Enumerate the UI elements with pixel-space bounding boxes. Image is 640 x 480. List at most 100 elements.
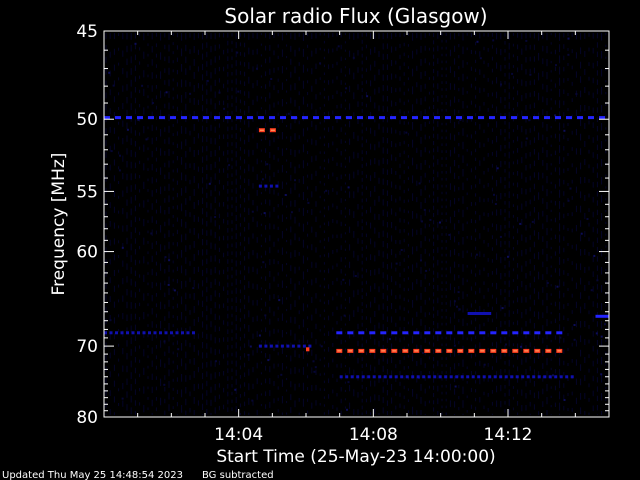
emission-segment [537, 375, 541, 379]
emission-segment [556, 331, 563, 335]
emission-band [104, 116, 605, 120]
emission-band [104, 331, 195, 335]
emission-segment [192, 331, 195, 335]
noise-speck [519, 222, 522, 225]
emission-segment [466, 375, 470, 379]
emission-segment [467, 116, 473, 120]
emission-segment [390, 116, 396, 120]
emission-band [258, 128, 276, 133]
noise-speck [325, 189, 328, 192]
noise-speck [112, 84, 115, 87]
emission-segment [170, 331, 173, 335]
emission-segment [336, 331, 343, 335]
noise-speck [448, 233, 451, 236]
noise-speck [314, 366, 317, 369]
emission-segment [433, 375, 437, 379]
noise-speck [567, 53, 570, 56]
emission-segment [357, 116, 363, 120]
noise-speck [420, 259, 422, 262]
noise-speck [236, 51, 239, 54]
emission-core [480, 350, 485, 352]
emission-segment [291, 116, 297, 120]
emission-segment [570, 375, 574, 379]
emission-segment [526, 375, 530, 379]
noise-speck [150, 232, 153, 235]
emission-segment [512, 331, 519, 335]
emission-segment [291, 344, 295, 348]
noise-speck [366, 95, 369, 98]
emission-segment [544, 116, 550, 120]
emission-segment [286, 344, 290, 348]
emission-segment [534, 331, 541, 335]
emission-segment [159, 331, 162, 335]
noise-speck [312, 360, 315, 363]
emission-segment [413, 331, 420, 335]
noise-speck [493, 193, 495, 196]
noise-speck [320, 345, 323, 348]
y-tick-label: 80 [76, 408, 98, 428]
emission-segment [131, 331, 135, 335]
noise-speck [453, 344, 456, 347]
emission-segment [389, 375, 393, 379]
emission-segment [523, 331, 530, 335]
emission-segment [543, 375, 547, 379]
emission-core [535, 350, 540, 352]
emission-segment [545, 331, 552, 335]
noise-speck [163, 383, 166, 386]
updated-timestamp: Updated Thu May 25 14:48:54 2023 [2, 470, 183, 480]
noise-speck [264, 314, 267, 317]
noise-speck [223, 107, 226, 110]
noise-speck [256, 67, 258, 70]
plot-frame [103, 30, 610, 418]
emission-segment [236, 116, 242, 120]
emission-segment [258, 184, 262, 188]
noise-speck [525, 39, 528, 42]
noise-speck [429, 218, 432, 221]
emission-band [339, 375, 574, 379]
emission-core [425, 350, 430, 352]
y-axis: 45 50 55 60 70 80 [76, 22, 609, 428]
noise-speck [192, 287, 195, 290]
emission-segment [422, 375, 426, 379]
noise-speck [337, 45, 340, 48]
emission-segment [356, 375, 360, 379]
emission-segment [511, 116, 517, 120]
noise-speck [218, 91, 221, 94]
noise-speck [177, 348, 180, 351]
emission-segment [350, 375, 354, 379]
emission-core [403, 350, 408, 352]
noise-speck [270, 78, 273, 80]
noise-speck [347, 381, 350, 384]
emission-segment [367, 375, 371, 379]
emission-segment [383, 375, 387, 379]
emission-segment [109, 331, 113, 335]
emission-segment [401, 116, 407, 120]
noise-speck [458, 308, 461, 311]
noise-speck [173, 289, 176, 292]
emission-segment [424, 331, 431, 335]
noise-speck [479, 57, 482, 60]
noise-speck [168, 259, 171, 262]
emission-segment [412, 116, 418, 120]
noise-speck [294, 179, 296, 182]
noise-speck [421, 220, 423, 223]
noise-speck [600, 335, 603, 338]
noise-speck [405, 131, 408, 134]
noise-speck [556, 285, 559, 288]
emission-segment [339, 375, 343, 379]
noise-speck [421, 351, 424, 354]
noise-speck [388, 338, 391, 341]
emission-segment [379, 116, 385, 120]
emission-band [595, 314, 609, 318]
emission-segment [555, 116, 561, 120]
emission-segment [258, 344, 262, 348]
noise-speck [459, 118, 462, 121]
noise-speck [554, 114, 557, 117]
emission-segment [361, 375, 365, 379]
emission-segment [137, 331, 140, 335]
emission-segment [192, 116, 198, 120]
emission-segment [391, 331, 398, 335]
emission-segment [269, 344, 273, 348]
emission-core [392, 350, 397, 352]
emission-segment [148, 116, 154, 120]
